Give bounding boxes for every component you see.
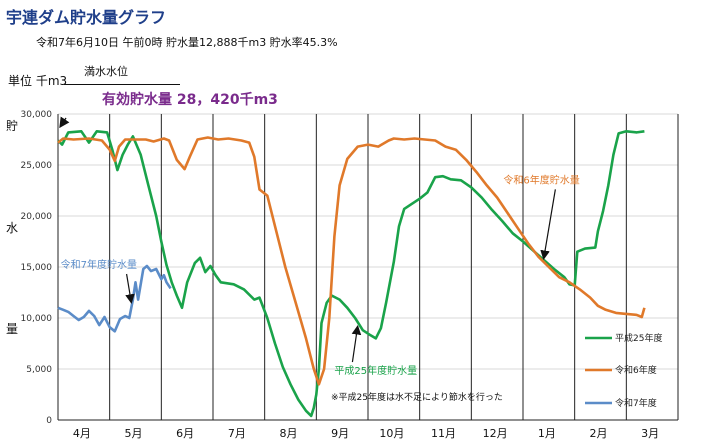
y-tick-label: 0 xyxy=(46,416,52,426)
full-level-arrow xyxy=(59,116,70,129)
x-month-label: 9月 xyxy=(331,427,349,440)
x-month-label: 11月 xyxy=(431,427,456,440)
y-tick-label: 30,000 xyxy=(21,110,53,120)
y-axis-label-char: 量 xyxy=(6,322,18,336)
legend-item-h25: 平成25年度 xyxy=(585,332,662,344)
series-annotation-h25: 平成25年度貯水量 xyxy=(334,364,417,377)
x-month-label: 10月 xyxy=(379,427,404,440)
x-month-label: 7月 xyxy=(228,427,246,440)
x-month-label: 4月 xyxy=(73,427,91,440)
x-month-label: 5月 xyxy=(125,427,143,440)
effective-capacity-label: 有効貯水量 28，420千m3 xyxy=(102,92,278,108)
legend-label: 令和6年度 xyxy=(615,364,657,376)
series-annotation-r7: 令和7年度貯水量 xyxy=(61,258,137,271)
annotation-arrow xyxy=(125,273,135,304)
legend-item-r6: 令和6年度 xyxy=(585,364,657,376)
x-month-label: 1月 xyxy=(538,427,556,440)
chart-note: ※平成25年度は水不足により節水を行った xyxy=(331,391,503,403)
series-line-r7 xyxy=(57,264,172,333)
y-tick-label: 20,000 xyxy=(21,212,53,222)
full-level-underline xyxy=(64,84,180,85)
y-axis-label-char: 貯 xyxy=(6,119,18,133)
legend-label: 平成25年度 xyxy=(615,332,662,344)
legend-item-r7: 令和7年度 xyxy=(585,397,657,409)
y-tick-label: 5,000 xyxy=(26,365,52,375)
annotation-arrow xyxy=(540,189,556,261)
y-axis-label-char: 水 xyxy=(6,221,18,235)
x-month-label: 3月 xyxy=(641,427,659,440)
full-level-label: 満水水位 xyxy=(84,65,128,78)
x-month-label: 12月 xyxy=(483,427,508,440)
y-tick-label: 10,000 xyxy=(21,314,53,324)
x-month-label: 6月 xyxy=(176,427,194,440)
y-tick-label: 25,000 xyxy=(21,161,53,171)
y-tick-label: 15,000 xyxy=(21,263,53,273)
legend-label: 令和7年度 xyxy=(615,397,657,409)
status-line: 令和7年6月10日 午前0時 貯水量12,888千m3 貯水率45.3% xyxy=(36,36,338,49)
unit-label: 単位 千m3 xyxy=(8,74,68,88)
series-line-r6 xyxy=(57,136,646,386)
page-title: 宇連ダム貯水量グラフ xyxy=(6,8,167,27)
series-annotation-r6: 令和6年度貯水量 xyxy=(503,173,579,186)
series-line-h25 xyxy=(57,130,645,418)
annotation-arrow xyxy=(351,324,362,363)
x-month-label: 2月 xyxy=(590,427,608,440)
x-month-label: 8月 xyxy=(280,427,298,440)
